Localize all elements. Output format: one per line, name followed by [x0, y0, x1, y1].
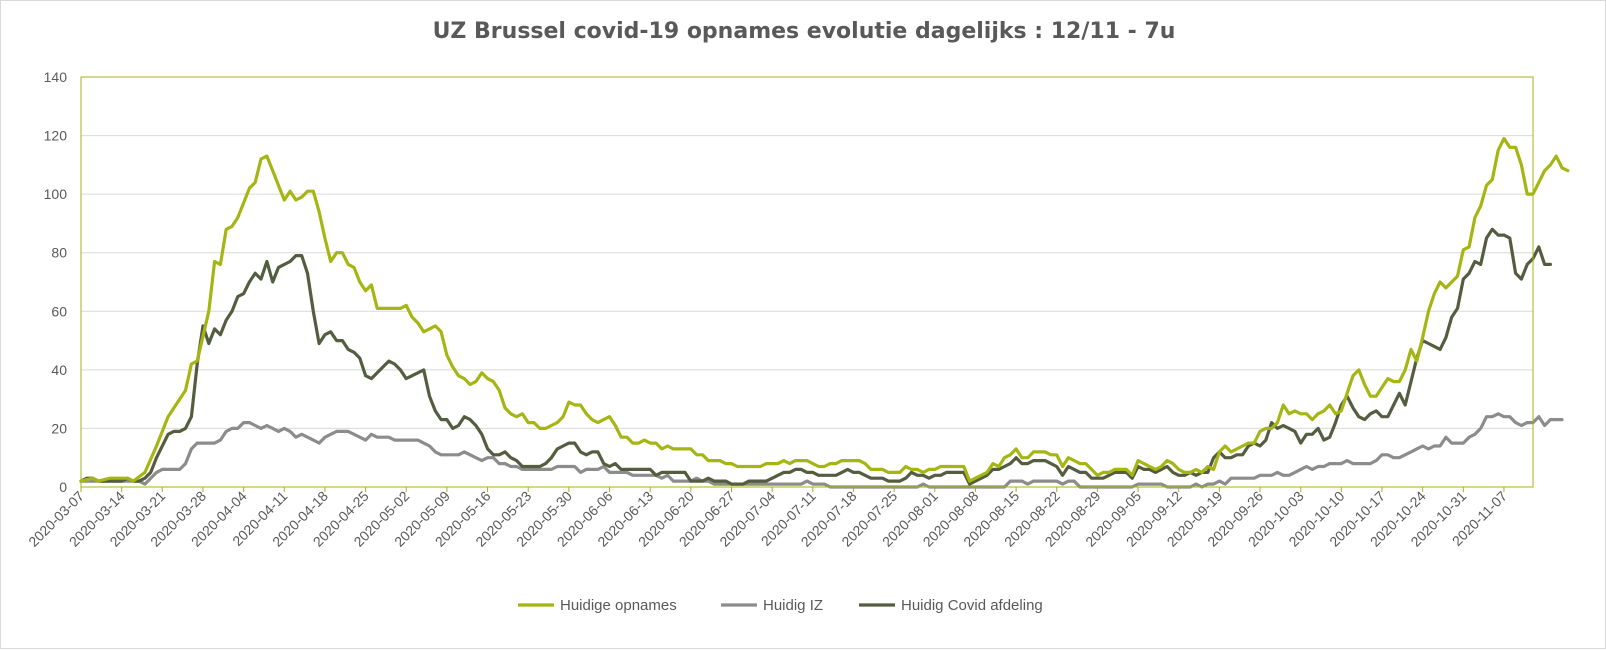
gridlines: [81, 135, 1533, 429]
series-line-2: [79, 227, 1553, 486]
legend-label: Huidige opnames: [560, 597, 677, 614]
x-axis-labels: 2020-03-072020-03-142020-03-212020-03-28…: [25, 487, 1510, 550]
legend: Huidige opnames Huidig IZ Huidig Covid afd…: [518, 597, 1043, 614]
chart-title: UZ Brussel covid-19 opnames evolutie dag…: [432, 19, 1176, 44]
series-line-1: [79, 412, 1564, 489]
y-tick-label: 120: [44, 128, 68, 144]
y-tick-label: 100: [44, 186, 68, 202]
y-tick-label: 140: [44, 69, 68, 85]
legend-label: Huidig Covid afdeling: [901, 597, 1043, 614]
plot-area-border: [80, 76, 1534, 488]
y-tick-label: 0: [59, 479, 67, 495]
y-tick-label: 40: [51, 362, 67, 378]
y-tick-label: 60: [51, 303, 67, 319]
legend-label: Huidig IZ: [763, 597, 823, 614]
series-lines: [79, 136, 1570, 489]
y-axis-labels: 0 20 40 60 80 100 120 140: [44, 69, 68, 495]
y-tick-label: 20: [51, 420, 67, 436]
series-line-0: [79, 136, 1570, 483]
y-tick-label: 80: [51, 245, 67, 261]
